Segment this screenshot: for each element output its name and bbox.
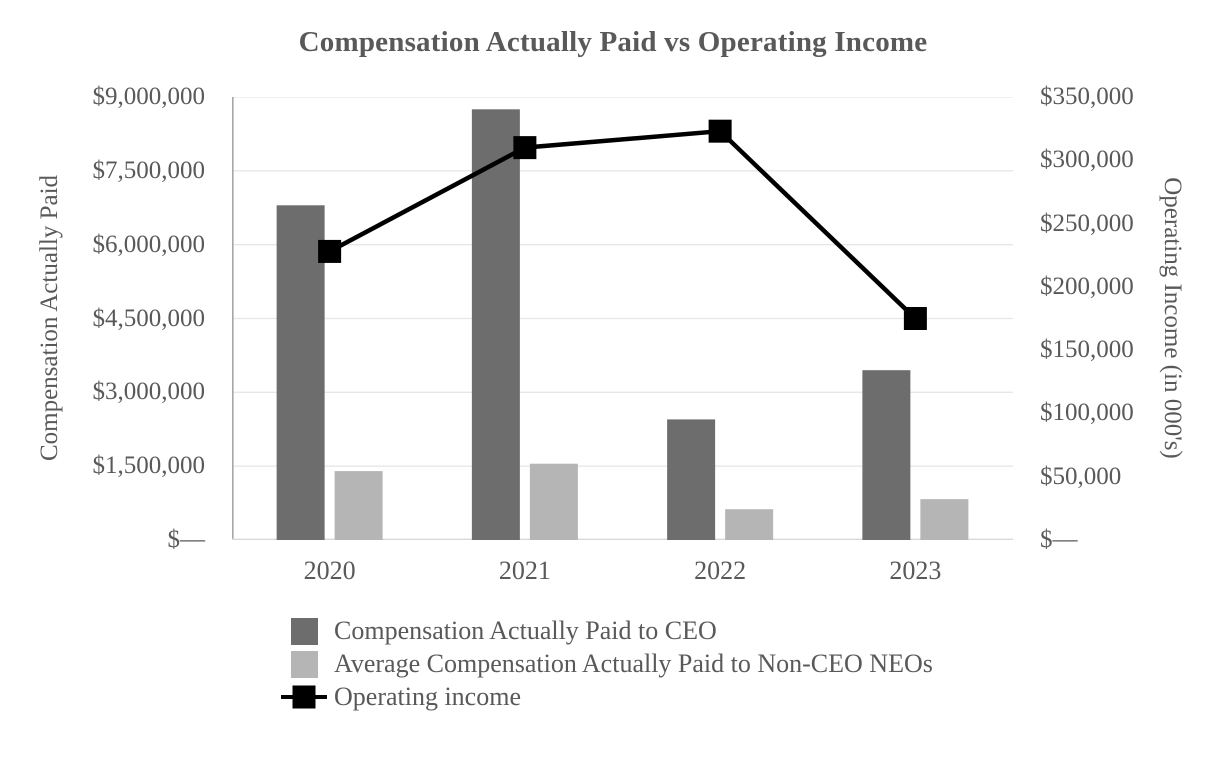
right-axis-tick-labels: $350,000 $300,000 $250,000 $200,000 $150,000…: [1040, 83, 1200, 553]
line-marker-square: [513, 136, 537, 160]
bar-ceo: [667, 419, 716, 540]
right-axis-tick-label: $150,000: [1040, 336, 1134, 364]
x-axis-label: 2021: [498, 556, 551, 585]
left-axis-tick-label: $7,500,000: [92, 156, 206, 184]
x-axis-label: 2022: [694, 556, 747, 585]
x-axis-label: 2023: [889, 556, 942, 585]
ceo-bar-swatch-icon: [290, 617, 318, 645]
neo-bar-swatch-icon: [290, 650, 318, 678]
right-axis-tick-label: $—: [1040, 526, 1078, 553]
left-axis-tick-labels: $9,000,000 $7,500,000 $6,000,000 $4,500,000…: [0, 83, 206, 553]
right-axis-tick-label: $250,000: [1040, 209, 1134, 237]
bar-neo: [334, 471, 383, 540]
left-axis-tick-label: $4,500,000: [92, 304, 206, 332]
x-axis-label: 2020: [303, 556, 356, 585]
plot-area: [232, 97, 1013, 540]
left-axis-tick-label: $1,500,000: [92, 452, 206, 480]
right-axis-tick-label: $350,000: [1040, 83, 1134, 110]
legend-label-operating-income: Operating income: [334, 682, 521, 711]
left-axis-tick-label: $3,000,000: [92, 378, 206, 406]
bar-ceo: [276, 205, 325, 540]
right-axis-tick-label: $50,000: [1040, 462, 1122, 490]
right-axis-tick-label: $100,000: [1040, 399, 1134, 427]
line-marker-square: [903, 307, 927, 330]
legend: Compensation Actually Paid to CEO Averag…: [281, 616, 933, 716]
bar-ceo: [862, 370, 911, 540]
legend-item-neo: Average Compensation Actually Paid to No…: [281, 649, 933, 678]
legend-label-ceo: Compensation Actually Paid to CEO: [334, 616, 717, 645]
left-axis-tick-label: $6,000,000: [92, 230, 206, 258]
right-axis-tick-label: $300,000: [1040, 146, 1134, 174]
line-marker-square: [708, 119, 732, 143]
left-axis-tick-label: $9,000,000: [92, 83, 206, 110]
legend-item-ceo: Compensation Actually Paid to CEO: [281, 616, 933, 645]
line-marker-swatch-icon: [281, 684, 327, 711]
operating-income-line: [328, 128, 917, 321]
line-marker-square: [318, 239, 342, 263]
bar-neo: [529, 463, 578, 540]
chart-title: Compensation Actually Paid vs Operating …: [298, 26, 928, 58]
bar-neo: [920, 499, 969, 540]
bar-ceo: [471, 109, 520, 540]
left-axis-tick-label: $—: [167, 526, 206, 553]
right-axis-tick-label: $200,000: [1040, 272, 1134, 300]
bar-neo: [725, 509, 774, 540]
legend-label-neo: Average Compensation Actually Paid to No…: [334, 649, 933, 678]
x-axis-labels: 2020 2021 2022 2023: [232, 556, 1013, 588]
legend-item-operating-income: Operating income: [281, 682, 933, 711]
